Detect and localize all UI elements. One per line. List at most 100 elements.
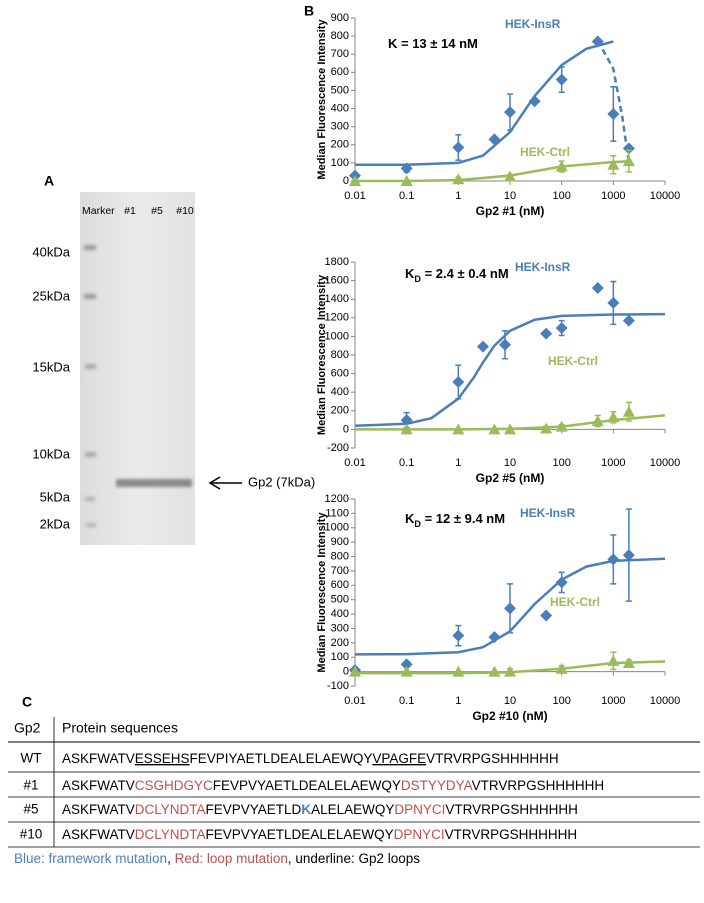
text-segment: K	[405, 511, 415, 526]
data-point	[555, 73, 568, 86]
text-segment: , underline: Gp2 loops	[288, 851, 420, 866]
x-tick-label: 1000	[601, 695, 625, 707]
data-point	[349, 665, 361, 677]
text-segment: DSTYYDYA	[401, 778, 473, 793]
marker-label: 40kDa	[32, 244, 70, 259]
sequence: ASKFWATVCSGHDGYCFEVPVYAETLDEALELAEWQYDST…	[62, 778, 604, 793]
lane-label: Marker	[82, 205, 115, 217]
data-point	[400, 175, 413, 186]
row-label: #1	[23, 778, 38, 793]
x-tick-label: 10	[504, 695, 516, 707]
x-axis-title: Gp2 #10 (nM)	[472, 709, 547, 723]
lane-label: #5	[151, 205, 163, 217]
data-point	[607, 158, 620, 170]
x-tick-label: 10000	[650, 190, 681, 202]
y-tick-label: 0	[343, 666, 349, 678]
y-tick-label: -200	[327, 442, 349, 454]
y-tick-label: 1200	[325, 493, 349, 505]
x-axis-title: Gp2 #5 (nM)	[476, 471, 545, 485]
text-segment: DPNYCI	[394, 827, 445, 842]
row-label: #10	[20, 827, 43, 842]
data-point	[622, 314, 635, 327]
x-tick-label: 0.1	[399, 695, 414, 707]
annotation: KD = 12 ± 9.4 nM	[405, 511, 505, 529]
data-point	[555, 420, 568, 432]
sequence: ASKFWATVESSEHSFEVPIYAETLDEALELAEWQYVPAGF…	[62, 751, 559, 766]
text-segment: FEVPVYAETLDEALELAEWQY	[213, 778, 401, 793]
y-tick-label: 800	[331, 349, 349, 361]
text-segment: K	[405, 266, 415, 281]
data-point	[607, 654, 620, 666]
y-tick-label: -100	[327, 680, 349, 692]
fit-curve	[354, 312, 666, 427]
y-tick-label: 1000	[325, 522, 349, 534]
fit-curve	[355, 660, 666, 675]
x-tick-label: 100	[552, 695, 570, 707]
sequence: ASKFWATVDCLYNDTAFEVPVYAETLDEALELAEWQYDPN…	[62, 827, 577, 842]
y-tick-label: 1600	[325, 275, 349, 287]
y-axis-title: Median Fluorescence Intensity	[316, 512, 328, 673]
panel-label: C	[22, 694, 32, 710]
fit-curve	[354, 557, 666, 656]
text-segment: Blue: framework mutation	[14, 851, 167, 866]
data-point	[504, 665, 516, 677]
data-point	[400, 414, 413, 427]
x-tick-label: 10	[504, 457, 516, 469]
y-tick-label: 900	[331, 536, 349, 548]
y-tick-label: 600	[331, 66, 349, 78]
row-label: #5	[23, 802, 38, 817]
data-point	[555, 576, 568, 589]
data-point	[607, 553, 620, 566]
annotation: KD = 2.4 ± 0.4 nM	[405, 266, 509, 284]
y-tick-label: 300	[331, 121, 349, 133]
y-tick-label: 1200	[325, 312, 349, 324]
panel-label: B	[304, 3, 314, 19]
data-point	[555, 322, 568, 335]
panel-label: A	[44, 173, 54, 189]
y-tick-label: 1000	[325, 330, 349, 342]
marker-label: 2kDa	[40, 516, 71, 531]
text-segment: ESSEHS	[135, 751, 190, 766]
marker-label: 15kDa	[32, 359, 70, 374]
y-tick-label: 300	[331, 622, 349, 634]
x-tick-label: 1	[455, 190, 461, 202]
text-segment: VTRVRPGSHHHHHH	[445, 827, 578, 842]
data-point	[476, 340, 489, 353]
y-tick-label: 100	[331, 651, 349, 663]
data-point	[528, 95, 541, 108]
lane-label: #10	[176, 205, 194, 217]
text-segment: ALELAEWQY	[311, 802, 394, 817]
marker-label: 10kDa	[32, 446, 70, 461]
data-point	[349, 175, 361, 186]
y-tick-label: 1400	[325, 293, 349, 305]
x-tick-label: 10	[504, 190, 516, 202]
data-point	[452, 629, 465, 642]
y-tick-label: 700	[331, 565, 349, 577]
data-point	[504, 602, 516, 615]
marker-label: 25kDa	[32, 288, 70, 303]
x-tick-label: 1	[455, 457, 461, 469]
x-tick-label: 0.1	[399, 457, 414, 469]
x-tick-label: 1000	[601, 190, 625, 202]
data-point	[452, 173, 465, 185]
text-segment: DPNYCI	[394, 802, 445, 817]
y-tick-label: 200	[331, 405, 349, 417]
text-segment: DCLYNDTA	[135, 802, 206, 817]
annotation: K = 13 ± 14 nM	[388, 36, 478, 51]
text-segment: K = 13 ± 14 nM	[388, 36, 478, 51]
data-point	[591, 35, 604, 48]
band-label: Gp2 (7kDa)	[248, 474, 315, 489]
y-tick-label: 200	[331, 637, 349, 649]
data-point	[540, 609, 553, 622]
data-point	[504, 170, 516, 182]
data-point	[400, 162, 413, 175]
text-segment: FEVPIYAETLDEALELAEWQY	[190, 751, 373, 766]
legend: Blue: framework mutation, Red: loop muta…	[14, 851, 420, 866]
y-tick-label: 0	[343, 423, 349, 435]
text-segment: Red: loop mutation	[175, 851, 288, 866]
fit-curve	[355, 414, 666, 431]
text-segment: D	[414, 519, 421, 529]
text-segment: FEVPVYAETLD	[206, 802, 302, 817]
row-label: WT	[21, 751, 42, 766]
